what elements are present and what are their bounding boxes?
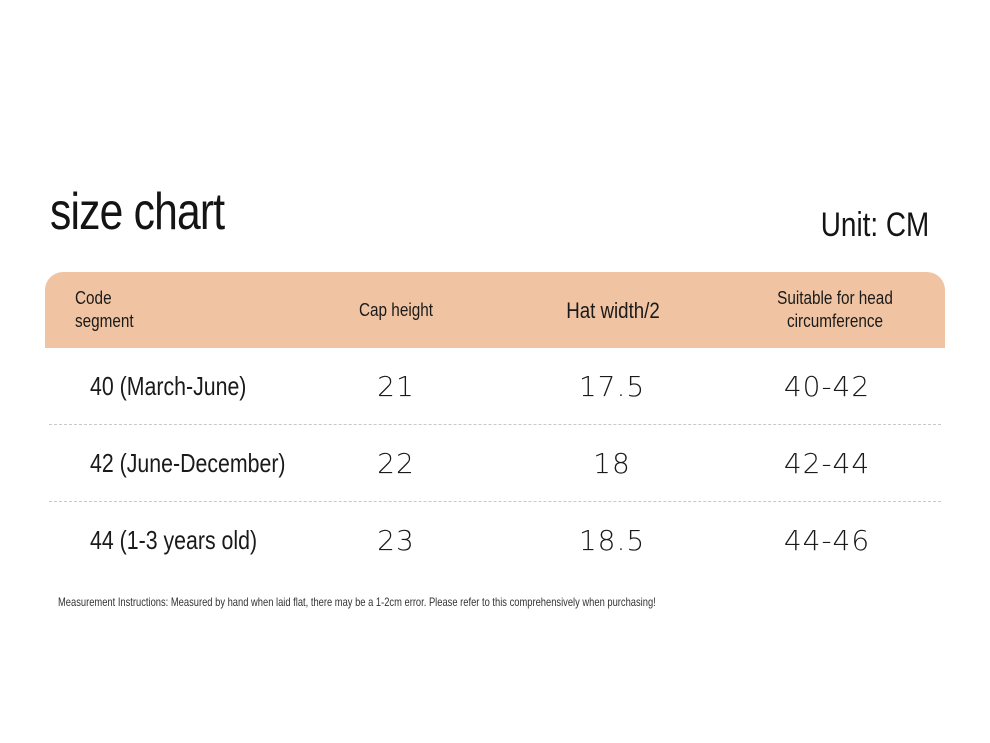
cell-hat-width: 18.5	[578, 524, 646, 557]
cell-code: 40 (March-June)	[90, 371, 247, 401]
cell-hat-width: 18	[593, 447, 631, 480]
header-code-segment: Code segment	[75, 288, 134, 331]
cell-cap-height: 21	[377, 370, 415, 403]
measurement-note: Measurement Instructions: Measured by ha…	[58, 595, 656, 609]
table-row: 44 (1-3 years old) 23 18.5 44-46	[45, 502, 945, 579]
table-row: 42 (June-December) 22 18 42-44	[45, 425, 945, 502]
unit-label: Unit: CM	[820, 206, 929, 244]
cell-code: 42 (June-December)	[90, 448, 286, 478]
header-hat-width: Hat width/2	[566, 297, 660, 323]
cell-cap-height: 23	[377, 524, 415, 557]
size-table: Code segment Cap height Hat width/2 Suit…	[45, 272, 945, 579]
page-title: size chart	[50, 183, 225, 241]
cell-code: 44 (1-3 years old)	[90, 525, 258, 555]
table-header: Code segment Cap height Hat width/2 Suit…	[45, 272, 945, 348]
header-head-circumference: Suitable for head circumference	[777, 288, 893, 331]
header-cap-height: Cap height	[358, 299, 434, 320]
cell-cap-height: 22	[377, 447, 415, 480]
cell-head-circumference: 42-44	[783, 447, 871, 480]
cell-hat-width: 17.5	[578, 370, 646, 403]
cell-head-circumference: 44-46	[783, 524, 871, 557]
cell-head-circumference: 40-42	[783, 370, 871, 403]
table-row: 40 (March-June) 21 17.5 40-42	[45, 348, 945, 425]
